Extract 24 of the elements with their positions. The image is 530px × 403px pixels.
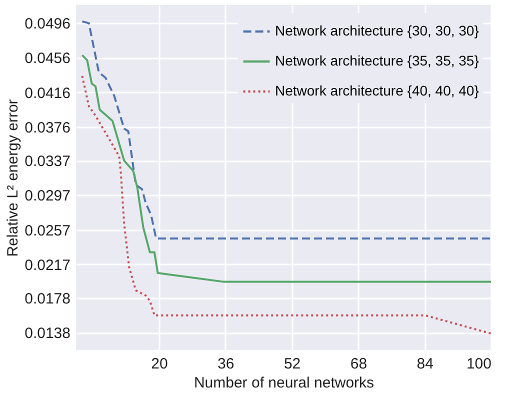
legend-label: Network architecture {30, 30, 30} xyxy=(275,22,480,38)
y-tick-label: 0.0257 xyxy=(24,222,70,240)
y-tick-label: 0.0416 xyxy=(24,84,70,102)
y-tick-label: 0.0297 xyxy=(24,188,70,205)
x-tick-label: 36 xyxy=(218,356,234,372)
x-tick-label: 100 xyxy=(466,356,492,372)
y-tick-label: 0.0178 xyxy=(24,290,70,308)
y-axis-title: Relative L² energy error xyxy=(4,99,22,257)
y-tick-label: 0.0456 xyxy=(24,50,70,68)
legend-label: Network architecture {35, 35, 35} xyxy=(275,52,480,68)
y-tick-label: 0.0376 xyxy=(24,119,70,136)
y-tick-label: 0.0138 xyxy=(24,325,70,342)
x-axis-title: Number of neural networks xyxy=(194,374,374,392)
x-tick-label: 20 xyxy=(151,356,168,372)
line-series xyxy=(81,54,492,283)
y-tick-label: 0.0217 xyxy=(24,256,70,274)
x-tick-label: 68 xyxy=(350,356,368,372)
x-tick-label: 84 xyxy=(416,356,434,372)
x-tick-label: 52 xyxy=(284,356,301,372)
line-series xyxy=(81,20,492,240)
y-tick-label: 0.0337 xyxy=(24,153,70,170)
legend-label: Network architecture {40, 40, 40} xyxy=(275,82,480,98)
y-tick-label: 0.0496 xyxy=(24,16,70,33)
line-series xyxy=(81,74,492,335)
